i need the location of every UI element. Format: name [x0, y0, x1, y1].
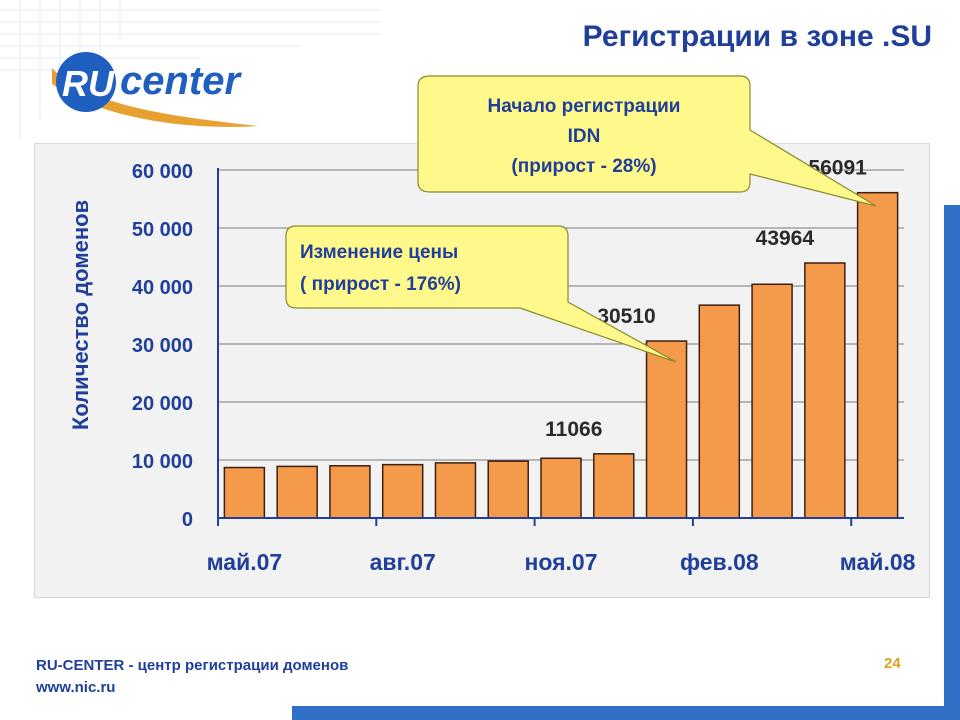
callout-price-line1: Изменение цены: [300, 242, 458, 263]
bar: [540, 457, 582, 519]
y-tick-label: 30 000: [132, 335, 193, 357]
bar: [645, 340, 688, 519]
footer-website[interactable]: www.nic.ru: [36, 679, 116, 696]
logo-ru-text: RU: [62, 63, 115, 104]
footer-left: RU-CENTER - центр регистрации доменов ww…: [36, 655, 348, 699]
callout-idn-line1: Начало регистрации: [488, 96, 681, 117]
bar: [487, 460, 529, 519]
bar: [381, 463, 424, 519]
x-tick-label: май.07: [207, 549, 283, 575]
bar: [329, 465, 371, 519]
bar: [804, 262, 846, 519]
bar: [698, 304, 741, 519]
x-tick-label: авг.07: [370, 549, 436, 575]
data-label: 11066: [545, 418, 602, 441]
y-tick-label: 50 000: [132, 219, 193, 241]
y-tick-label: 60 000: [132, 161, 193, 183]
decorative-blue-bar-right: [944, 205, 960, 720]
callout-idn-line2: IDN: [568, 126, 601, 147]
callout-idn-line3: (прирост - 28%): [511, 156, 656, 177]
callout-idn: Начало регистрации IDN (прирост - 28%): [417, 75, 877, 207]
bar: [856, 191, 899, 519]
decorative-blue-bar-bottom: [292, 706, 960, 720]
callout-price-line2: ( прирост - 176%): [300, 274, 461, 295]
data-label: 30510: [597, 305, 655, 328]
x-tick-label: фев.08: [680, 549, 759, 575]
bar: [276, 465, 318, 519]
logo-center-text: center: [120, 59, 242, 103]
page-number: 24: [884, 655, 901, 672]
bar: [751, 283, 793, 519]
bar: [223, 466, 266, 519]
data-label: 43964: [756, 227, 815, 250]
y-tick-label: 10 000: [132, 451, 193, 473]
bar: [593, 453, 635, 519]
y-tick-label: 40 000: [132, 277, 193, 299]
y-axis-label: Количество доменов: [68, 200, 93, 430]
page-title: Регистрации в зоне .SU: [582, 20, 932, 53]
y-tick-label: 20 000: [132, 393, 193, 415]
bar: [434, 462, 477, 519]
callout-price: Изменение цены ( прирост - 176%): [285, 225, 677, 363]
footer-company: RU-CENTER - центр регистрации доменов: [36, 657, 349, 674]
y-tick-label: 0: [182, 509, 193, 531]
x-tick-label: май.08: [840, 549, 916, 575]
x-tick-label: ноя.07: [524, 549, 597, 575]
decorative-grid: [0, 0, 380, 140]
ru-center-logo: RU center: [52, 52, 258, 127]
